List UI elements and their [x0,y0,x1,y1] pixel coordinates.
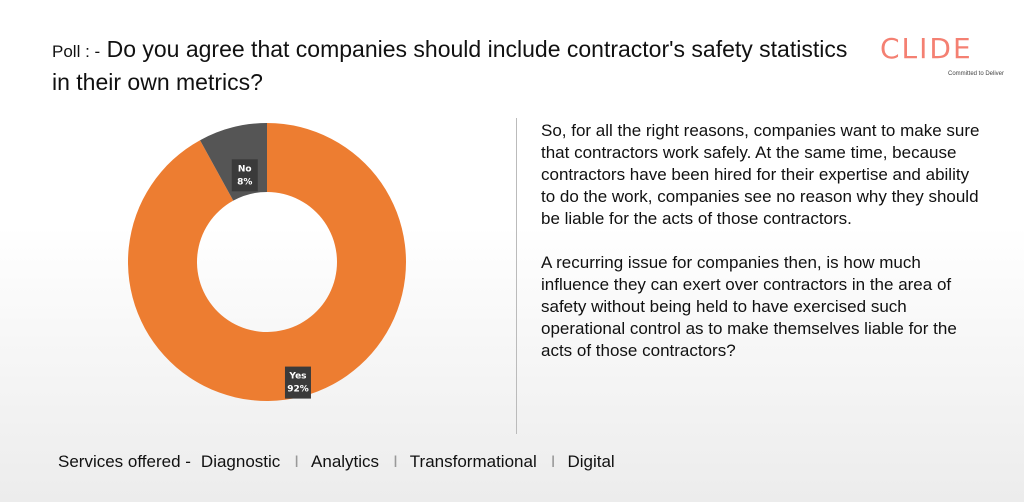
logo-word: CLIDE [880,32,973,65]
separator: I [294,452,300,471]
page-title: Poll : - Do you agree that companies sho… [52,34,852,97]
service-diagnostic: Diagnostic [200,452,281,471]
data-label-box [231,159,258,192]
poll-question: Do you agree that companies should inclu… [52,36,848,95]
donut-chart: Yes 92% No 8% [127,123,406,402]
divider [516,118,517,434]
paragraph: A recurring issue for companies then, is… [541,253,957,360]
service-digital: Digital [567,452,615,471]
footer: Services offered - Diagnostic I Analytic… [58,452,625,472]
data-label-no: No 8% [231,159,258,192]
data-label-yes: Yes 92% [284,366,311,399]
paragraph: So, for all the right reasons, companies… [541,121,980,228]
data-label-text: Yes [288,372,306,382]
data-label-text: No [238,164,252,174]
logo-tagline: Committed to Deliver [947,71,1004,77]
body-text: So, for all the right reasons, companies… [541,120,981,384]
logo: CLIDE Committed to Deliver [880,34,1008,82]
data-label-box [284,366,311,399]
service-transformational: Transformational [409,452,537,471]
service-analytics: Analytics [311,452,380,471]
footer-label: Services offered - [58,452,191,471]
slice-yes [127,123,406,402]
separator: I [550,452,556,471]
data-label-text: 8% [237,177,252,187]
data-label-text: 92% [287,385,309,395]
poll-prefix: Poll : - [52,42,101,61]
separator: I [393,452,398,471]
